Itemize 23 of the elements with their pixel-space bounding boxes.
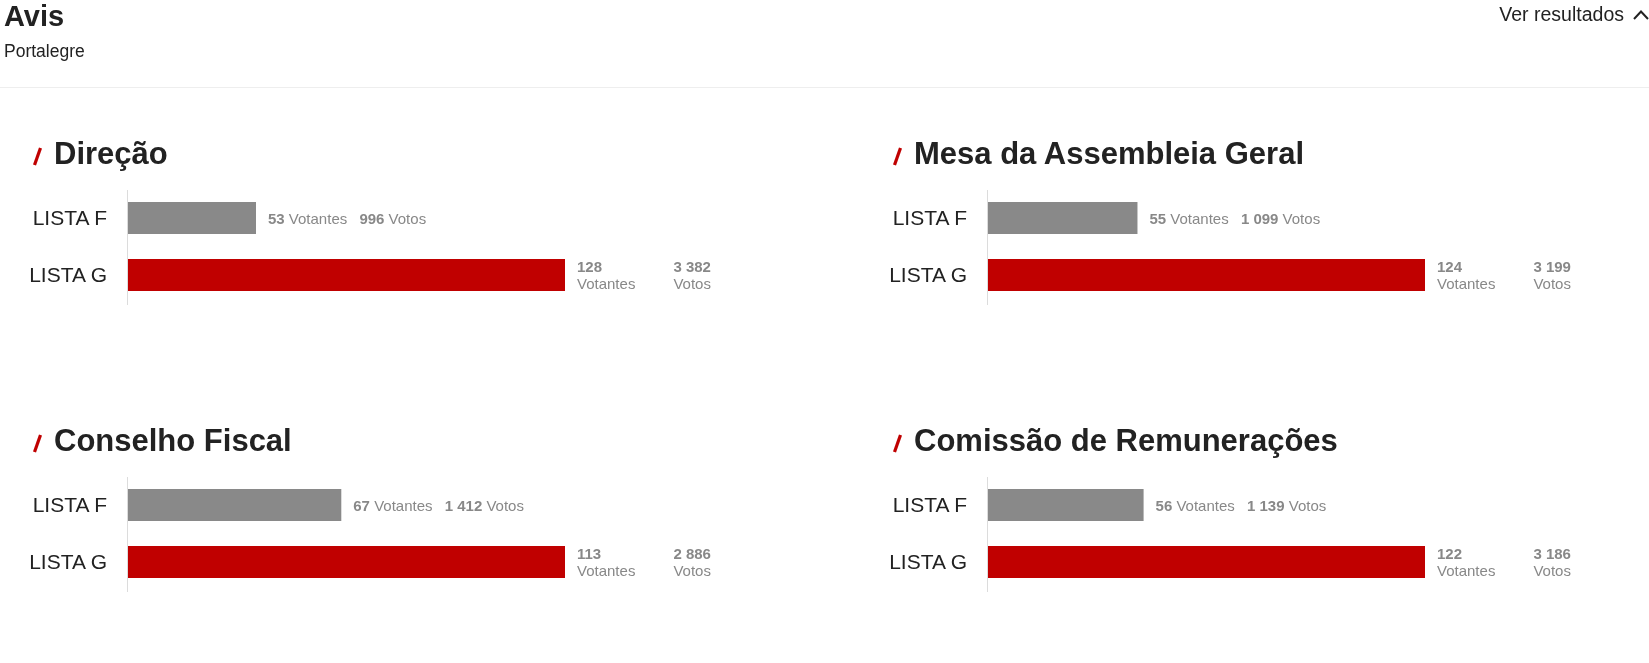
text: 128 Votantes 3 382 Votos bbox=[577, 257, 711, 292]
data-label: 53 Votantes 996 Votos bbox=[267, 209, 427, 227]
y-tick-label: LISTA F bbox=[892, 492, 967, 516]
y-tick-label: LISTA G bbox=[889, 262, 967, 286]
text: 122 Votantes 3 186 Votos bbox=[1437, 544, 1571, 579]
text: Ver resultados bbox=[1499, 3, 1625, 25]
text: 124 Votantes 3 199 Votos bbox=[1437, 257, 1571, 292]
y-tick-label: LISTA G bbox=[29, 549, 107, 573]
data-label: 55 Votantes 1 099 Votos bbox=[1149, 209, 1321, 227]
chart-title: Direção bbox=[54, 136, 168, 171]
data-label: 67 Votantes 1 412 Votos bbox=[353, 496, 524, 514]
y-tick-label: LISTA F bbox=[892, 205, 967, 229]
chart-title: Comissão de Remunerações bbox=[914, 423, 1338, 458]
text: Portalegre bbox=[4, 41, 85, 61]
text: Avis bbox=[4, 0, 65, 32]
chart-title: Mesa da Assembleia Geral bbox=[914, 136, 1304, 171]
y-tick-label: LISTA F bbox=[32, 492, 107, 516]
chart-title: Conselho Fiscal bbox=[54, 423, 292, 458]
text: 113 Votantes 2 886 Votos bbox=[577, 544, 711, 579]
data-label: 56 Votantes 1 139 Votos bbox=[1155, 496, 1327, 514]
y-tick-label: LISTA G bbox=[889, 549, 967, 573]
y-tick-label: LISTA F bbox=[32, 205, 107, 229]
y-tick-label: LISTA G bbox=[29, 262, 107, 286]
